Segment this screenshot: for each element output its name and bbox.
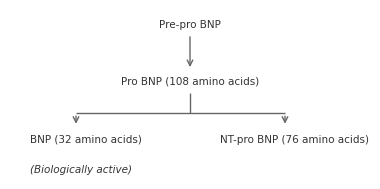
Text: (Biologically active): (Biologically active)	[30, 165, 132, 175]
Text: Pro BNP (108 amino acids): Pro BNP (108 amino acids)	[121, 76, 259, 86]
Text: Pre-pro BNP: Pre-pro BNP	[159, 20, 221, 29]
Text: BNP (32 amino acids): BNP (32 amino acids)	[30, 135, 142, 145]
Text: NT-pro BNP (76 amino acids): NT-pro BNP (76 amino acids)	[220, 135, 369, 145]
